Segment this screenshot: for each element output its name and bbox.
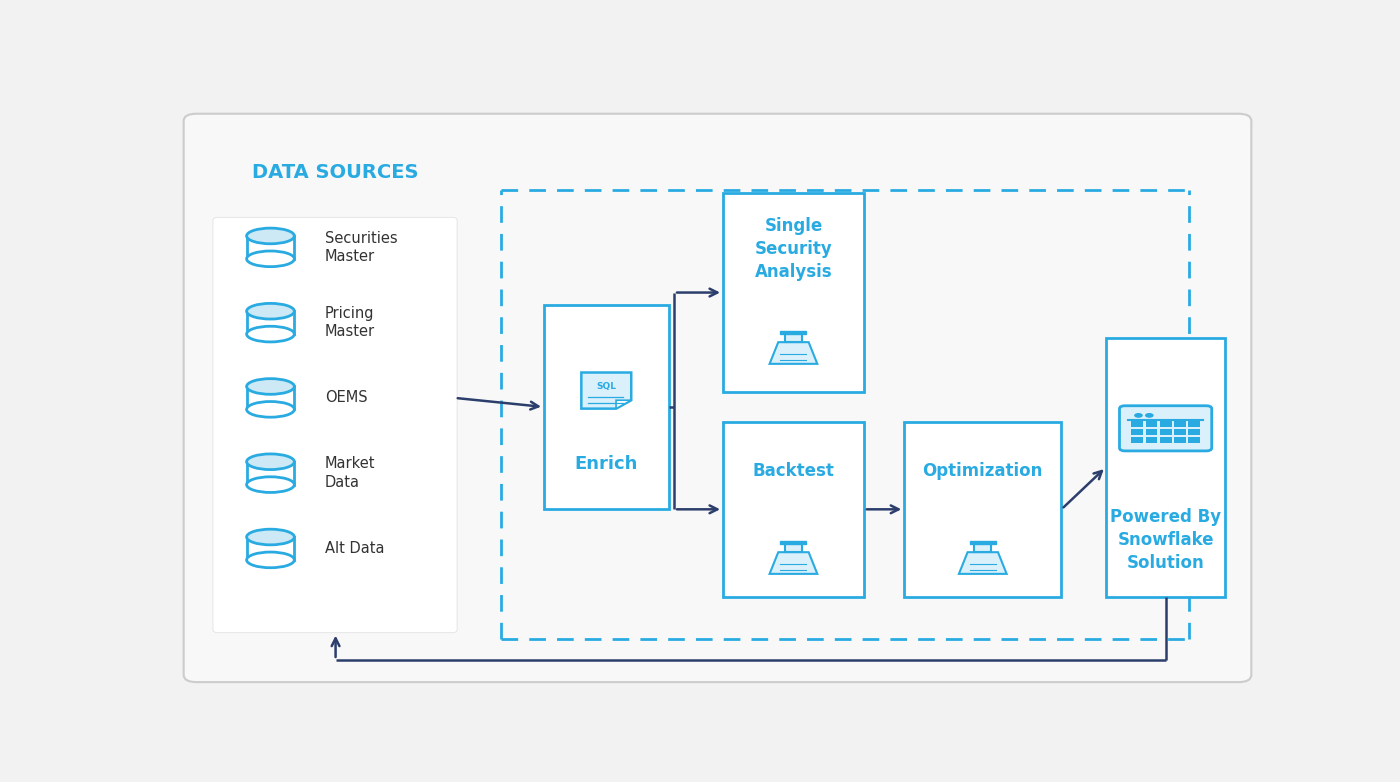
Bar: [780, 331, 806, 334]
Bar: [1173, 437, 1186, 443]
Circle shape: [1145, 413, 1154, 418]
Bar: [1173, 421, 1186, 428]
Ellipse shape: [246, 303, 294, 319]
Bar: [1187, 429, 1200, 436]
Ellipse shape: [246, 454, 294, 469]
Text: Pricing
Master: Pricing Master: [325, 306, 375, 339]
Bar: [1131, 421, 1144, 428]
FancyBboxPatch shape: [722, 193, 864, 392]
Text: Alt Data: Alt Data: [325, 541, 384, 556]
Polygon shape: [581, 372, 631, 409]
Ellipse shape: [246, 477, 294, 493]
FancyBboxPatch shape: [722, 422, 864, 597]
Text: Securities
Master: Securities Master: [325, 231, 398, 264]
FancyBboxPatch shape: [545, 304, 669, 509]
FancyBboxPatch shape: [904, 422, 1061, 597]
Text: Powered By
Snowflake
Solution: Powered By Snowflake Solution: [1110, 508, 1221, 572]
Text: Single
Security
Analysis: Single Security Analysis: [755, 217, 833, 281]
FancyBboxPatch shape: [1120, 406, 1212, 451]
Bar: [1159, 437, 1172, 443]
Ellipse shape: [246, 228, 294, 244]
Bar: [970, 540, 995, 543]
Text: Optimization: Optimization: [923, 462, 1043, 480]
Ellipse shape: [246, 378, 294, 394]
Bar: [246, 311, 294, 334]
Polygon shape: [770, 552, 818, 574]
Polygon shape: [616, 400, 631, 409]
Bar: [1145, 421, 1158, 428]
Ellipse shape: [246, 326, 294, 342]
Circle shape: [1134, 413, 1142, 418]
Bar: [1131, 429, 1144, 436]
FancyBboxPatch shape: [213, 217, 456, 633]
Text: DATA SOURCES: DATA SOURCES: [252, 163, 419, 181]
Text: OEMS: OEMS: [325, 390, 367, 405]
Bar: [1145, 429, 1158, 436]
Bar: [1173, 429, 1186, 436]
Text: Enrich: Enrich: [574, 455, 638, 473]
Bar: [246, 537, 294, 560]
Bar: [785, 332, 802, 343]
Ellipse shape: [246, 552, 294, 568]
Bar: [246, 236, 294, 259]
FancyBboxPatch shape: [1106, 338, 1225, 597]
Bar: [1187, 437, 1200, 443]
Text: Market
Data: Market Data: [325, 457, 375, 490]
Text: SQL: SQL: [596, 382, 616, 392]
Bar: [1131, 437, 1144, 443]
Bar: [246, 386, 294, 409]
Bar: [780, 540, 806, 543]
Text: Backtest: Backtest: [753, 462, 834, 480]
Bar: [1159, 421, 1172, 428]
Polygon shape: [959, 552, 1007, 574]
Polygon shape: [770, 343, 818, 364]
Bar: [974, 543, 991, 552]
Bar: [1145, 437, 1158, 443]
FancyBboxPatch shape: [183, 113, 1252, 682]
Bar: [1159, 429, 1172, 436]
Bar: [785, 543, 802, 552]
Ellipse shape: [246, 401, 294, 417]
Ellipse shape: [246, 529, 294, 545]
Bar: [246, 461, 294, 485]
Ellipse shape: [246, 251, 294, 267]
Bar: [1187, 421, 1200, 428]
